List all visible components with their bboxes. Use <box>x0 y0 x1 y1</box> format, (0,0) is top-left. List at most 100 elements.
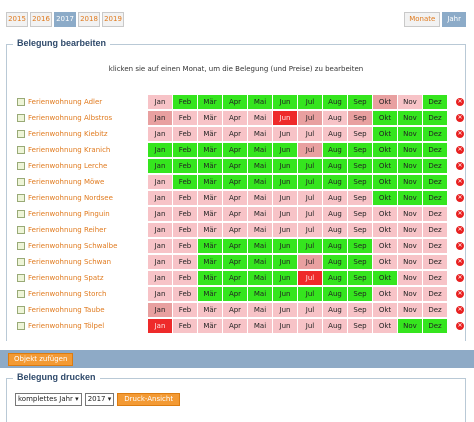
delete-icon[interactable]: ✕ <box>456 290 464 298</box>
object-link[interactable]: Ferienwohnung Spatz <box>17 274 104 282</box>
month-cell-feb[interactable]: Feb <box>173 95 197 109</box>
month-cell-dez[interactable]: Dez <box>423 255 447 269</box>
month-cell-mär[interactable]: Mär <box>198 255 222 269</box>
month-cell-mai[interactable]: Mai <box>248 159 272 173</box>
edit-icon[interactable] <box>17 178 25 186</box>
object-link[interactable]: Ferienwohnung Adler <box>17 98 102 106</box>
month-cell-nov[interactable]: Nov <box>398 191 422 205</box>
delete-icon[interactable]: ✕ <box>456 162 464 170</box>
month-cell-apr[interactable]: Apr <box>223 223 247 237</box>
month-cell-nov[interactable]: Nov <box>398 287 422 301</box>
month-cell-jun[interactable]: Jun <box>273 143 297 157</box>
month-cell-aug[interactable]: Aug <box>323 319 347 333</box>
month-cell-apr[interactable]: Apr <box>223 159 247 173</box>
month-cell-okt[interactable]: Okt <box>373 127 397 141</box>
month-cell-aug[interactable]: Aug <box>323 207 347 221</box>
month-cell-sep[interactable]: Sep <box>348 287 372 301</box>
month-cell-jan[interactable]: Jan <box>148 319 172 333</box>
month-cell-jul[interactable]: Jul <box>298 159 322 173</box>
month-cell-aug[interactable]: Aug <box>323 143 347 157</box>
month-cell-okt[interactable]: Okt <box>373 319 397 333</box>
month-cell-jan[interactable]: Jan <box>148 239 172 253</box>
month-cell-mär[interactable]: Mär <box>198 271 222 285</box>
object-link[interactable]: Ferienwohnung Pinguin <box>17 210 110 218</box>
delete-icon[interactable]: ✕ <box>456 306 464 314</box>
month-cell-nov[interactable]: Nov <box>398 255 422 269</box>
month-cell-nov[interactable]: Nov <box>398 303 422 317</box>
month-cell-okt[interactable]: Okt <box>373 255 397 269</box>
month-cell-sep[interactable]: Sep <box>348 143 372 157</box>
month-cell-mai[interactable]: Mai <box>248 207 272 221</box>
month-cell-mai[interactable]: Mai <box>248 319 272 333</box>
month-cell-jan[interactable]: Jan <box>148 143 172 157</box>
month-cell-jul[interactable]: Jul <box>298 255 322 269</box>
month-cell-jun[interactable]: Jun <box>273 95 297 109</box>
object-name[interactable]: Ferienwohnung Kiebitz <box>28 130 108 138</box>
object-name[interactable]: Ferienwohnung Reiher <box>28 226 107 234</box>
month-cell-mai[interactable]: Mai <box>248 255 272 269</box>
month-cell-feb[interactable]: Feb <box>173 287 197 301</box>
month-cell-feb[interactable]: Feb <box>173 159 197 173</box>
edit-icon[interactable] <box>17 114 25 122</box>
delete-icon[interactable]: ✕ <box>456 274 464 282</box>
month-cell-feb[interactable]: Feb <box>173 191 197 205</box>
month-cell-jul[interactable]: Jul <box>298 271 322 285</box>
month-cell-mai[interactable]: Mai <box>248 239 272 253</box>
month-cell-mär[interactable]: Mär <box>198 159 222 173</box>
month-cell-jan[interactable]: Jan <box>148 287 172 301</box>
year-tab-2018[interactable]: 2018 <box>78 12 100 27</box>
month-cell-apr[interactable]: Apr <box>223 127 247 141</box>
month-cell-feb[interactable]: Feb <box>173 207 197 221</box>
month-cell-nov[interactable]: Nov <box>398 207 422 221</box>
month-cell-feb[interactable]: Feb <box>173 127 197 141</box>
year-tab-2016[interactable]: 2016 <box>30 12 52 27</box>
object-link[interactable]: Ferienwohnung Schwan <box>17 258 111 266</box>
view-tab-monate[interactable]: Monate <box>404 12 441 27</box>
delete-icon[interactable]: ✕ <box>456 98 464 106</box>
month-cell-okt[interactable]: Okt <box>373 143 397 157</box>
edit-icon[interactable] <box>17 226 25 234</box>
month-cell-aug[interactable]: Aug <box>323 95 347 109</box>
month-cell-jan[interactable]: Jan <box>148 255 172 269</box>
month-cell-aug[interactable]: Aug <box>323 223 347 237</box>
month-cell-dez[interactable]: Dez <box>423 111 447 125</box>
object-link[interactable]: Ferienwohnung Tölpel <box>17 322 104 330</box>
month-cell-mai[interactable]: Mai <box>248 143 272 157</box>
month-cell-nov[interactable]: Nov <box>398 159 422 173</box>
month-cell-jan[interactable]: Jan <box>148 191 172 205</box>
month-cell-aug[interactable]: Aug <box>323 287 347 301</box>
month-cell-sep[interactable]: Sep <box>348 191 372 205</box>
month-cell-apr[interactable]: Apr <box>223 255 247 269</box>
delete-icon[interactable]: ✕ <box>456 242 464 250</box>
month-cell-okt[interactable]: Okt <box>373 191 397 205</box>
month-cell-sep[interactable]: Sep <box>348 175 372 189</box>
month-cell-dez[interactable]: Dez <box>423 303 447 317</box>
month-cell-apr[interactable]: Apr <box>223 271 247 285</box>
month-cell-nov[interactable]: Nov <box>398 111 422 125</box>
month-cell-jan[interactable]: Jan <box>148 223 172 237</box>
object-name[interactable]: Ferienwohnung Nordsee <box>28 194 113 202</box>
month-cell-jul[interactable]: Jul <box>298 319 322 333</box>
month-cell-mär[interactable]: Mär <box>198 239 222 253</box>
month-cell-feb[interactable]: Feb <box>173 271 197 285</box>
month-cell-dez[interactable]: Dez <box>423 207 447 221</box>
month-cell-apr[interactable]: Apr <box>223 175 247 189</box>
edit-icon[interactable] <box>17 322 25 330</box>
month-cell-aug[interactable]: Aug <box>323 175 347 189</box>
month-cell-feb[interactable]: Feb <box>173 255 197 269</box>
month-cell-jan[interactable]: Jan <box>148 127 172 141</box>
object-name[interactable]: Ferienwohnung Schwan <box>28 258 112 266</box>
month-cell-mai[interactable]: Mai <box>248 287 272 301</box>
month-cell-dez[interactable]: Dez <box>423 159 447 173</box>
month-cell-jun[interactable]: Jun <box>273 271 297 285</box>
month-cell-mär[interactable]: Mär <box>198 223 222 237</box>
month-cell-jun[interactable]: Jun <box>273 319 297 333</box>
month-cell-jul[interactable]: Jul <box>298 287 322 301</box>
month-cell-jul[interactable]: Jul <box>298 143 322 157</box>
delete-icon[interactable]: ✕ <box>456 130 464 138</box>
month-cell-aug[interactable]: Aug <box>323 159 347 173</box>
month-cell-sep[interactable]: Sep <box>348 239 372 253</box>
edit-icon[interactable] <box>17 274 25 282</box>
month-cell-sep[interactable]: Sep <box>348 159 372 173</box>
edit-icon[interactable] <box>17 290 25 298</box>
